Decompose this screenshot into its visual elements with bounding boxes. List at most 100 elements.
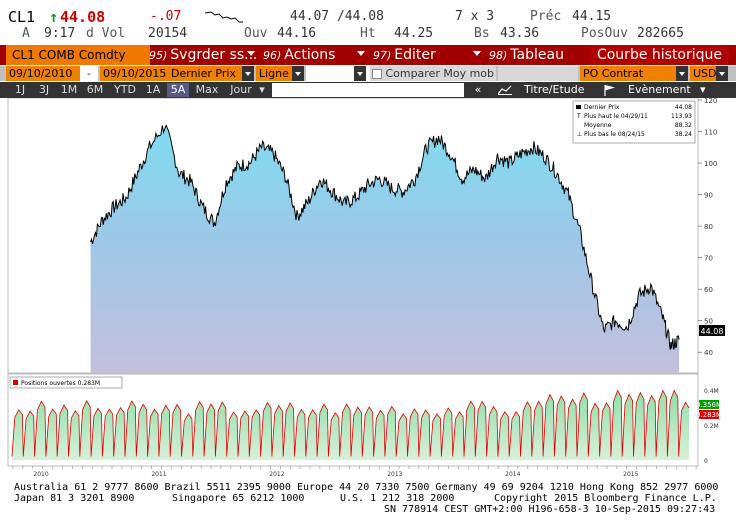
period-6m[interactable]: 6M — [86, 83, 104, 96]
line-chart-icon — [498, 85, 512, 95]
last-price-tag-label: 44.08 — [701, 327, 724, 336]
oi-legend-label: Positions ouvertes 0.283M — [21, 380, 100, 387]
chevron-down-icon[interactable] — [676, 66, 688, 81]
period-max[interactable]: Max — [195, 83, 219, 96]
chevron-down-icon[interactable] — [716, 66, 728, 81]
open-price: 44.16 — [277, 26, 317, 41]
high-label: Ht — [360, 26, 376, 41]
menu-table[interactable]: 98) Tableau — [489, 47, 564, 63]
oi-line — [11, 389, 690, 457]
bid-ask: 44.07 /44.08 — [290, 9, 384, 24]
chevron-down-icon[interactable] — [354, 66, 366, 81]
x-tick-label: 2015 — [623, 471, 638, 476]
menu-save-as[interactable]: 95) Svgrder ss... — [149, 47, 258, 63]
period-bar: 1J 3J 1M 6M YTD 1A 5A Max Jour ▾ « Titre… — [0, 82, 736, 98]
flag-icon — [604, 85, 615, 96]
oi-legend-swatch — [13, 380, 18, 385]
open-interest: 282665 — [637, 26, 684, 41]
legend-high-icon: T — [576, 113, 581, 120]
sparkline-icon — [205, 11, 243, 23]
price-area-fill — [90, 125, 680, 374]
chevron-down-icon[interactable]: ▾ — [259, 83, 265, 96]
footer-japan: Japan 81 3 3201 8900 — [14, 493, 135, 504]
open-interest-series: 0.4M 0.2M 0 — [11, 388, 719, 465]
oi-tag-green-label: 0.356M — [696, 401, 722, 409]
price-line — [90, 124, 680, 350]
volume-label: d Vol — [86, 26, 126, 41]
period-5y[interactable]: 5A — [167, 83, 189, 97]
oi-y-tick-label: 0.4M — [704, 388, 719, 395]
frequency-select[interactable]: Jour — [230, 83, 252, 96]
period-1y[interactable]: 1A — [145, 83, 161, 96]
annotation-input[interactable] — [272, 83, 464, 97]
event-button[interactable]: Evènement — [628, 83, 691, 96]
menu-actions-label: Actions — [284, 47, 336, 63]
ticker: CL1 — [8, 8, 36, 26]
legend-last-value: 44.08 — [675, 104, 692, 111]
y-tick-label: 70 — [704, 255, 713, 263]
period-ytd[interactable]: YTD — [114, 83, 136, 96]
lower-field-select[interactable]: PO Contrat — [580, 66, 679, 81]
compare-moving-avg[interactable]: Comparer Moy mob — [370, 66, 496, 81]
page-title: Courbe historique — [589, 45, 730, 65]
oi-y-tick-label: 0.2M — [704, 423, 719, 430]
low-price: 43.36 — [500, 26, 540, 41]
footer-line-1: Australia 61 2 9777 8600 Brazil 5511 239… — [14, 482, 719, 493]
last-price: 44.08 — [60, 8, 106, 26]
footer-session: SN 778914 CEST GMT+2:00 H196-658-3 10-Se… — [384, 504, 716, 515]
x-tick-label: 2011 — [151, 471, 166, 476]
currency-select[interactable]: USD — [690, 66, 719, 81]
footer-copyright: Copyright 2015 Bloomberg Finance L.P. — [494, 493, 717, 504]
period-3d[interactable]: 3J — [38, 83, 50, 96]
chevron-down-icon[interactable] — [292, 66, 304, 81]
time-label: A — [22, 26, 30, 41]
x-tick-label: 2014 — [505, 471, 520, 476]
end-date-field[interactable]: 09/10/2015 — [100, 66, 169, 81]
menu-actions[interactable]: 96) Actions — [263, 45, 369, 65]
quote-row-2: A 9:17 d Vol 20154 Ouv 44.16 Ht 44.25 Bs… — [0, 26, 736, 42]
checkbox[interactable] — [371, 69, 382, 79]
x-tick-label: 2010 — [33, 471, 48, 476]
chevron-down-icon — [473, 51, 481, 56]
legend-avg-label: Moyenne — [584, 122, 612, 129]
footer-us: U.S. 1 212 318 2000 — [340, 493, 455, 504]
legend-low-value: 38.24 — [675, 131, 692, 138]
date-separator: - — [80, 66, 98, 81]
period-1m[interactable]: 1M — [60, 83, 78, 96]
oi-legend[interactable]: Positions ouvertes 0.283M — [9, 376, 123, 389]
legend-high-label: Plus haut le 04/29/11 — [584, 113, 648, 120]
chevron-down-icon — [247, 51, 255, 56]
period-1d[interactable]: 1J — [14, 83, 26, 96]
security-field[interactable]: CL1 COMB Comdty — [6, 45, 150, 65]
chevron-down-icon[interactable]: ▾ — [700, 83, 706, 96]
collapse-button[interactable]: « — [474, 83, 482, 96]
legend-low-label: Plus bas le 08/24/15 — [584, 131, 645, 138]
prev-close: 44.15 — [572, 9, 612, 24]
y-tick-label: 60 — [704, 286, 713, 294]
y-tick-label: 40 — [704, 349, 713, 357]
prev-close-label: Préc — [530, 9, 562, 24]
price-legend[interactable]: Dernier Prix 44.08 T Plus haut le 04/29/… — [572, 100, 696, 144]
last-time: 9:17 — [44, 26, 76, 41]
start-date-field[interactable]: 09/10/2010 — [6, 66, 81, 81]
price-chart[interactable]: 0.4M 0.2M 0 120 110 100 90 80 70 60 50 40 2010 2011… — [0, 98, 736, 476]
y-tick-label: 50 — [704, 318, 713, 326]
menu-bar: CL1 COMB Comdty 95) Svgrder ss... 96) Acti… — [0, 45, 736, 65]
oi-tag-red-label: 0.283M — [696, 411, 722, 419]
field-bar: 09/10/2010 - 09/10/2015 Dernier Prix Lig… — [0, 66, 736, 81]
low-label: Bs — [474, 26, 490, 41]
blank-gray-field — [498, 66, 578, 81]
menu-save-as-label: Svgrder ss... — [170, 47, 258, 63]
open-interest-label: PosOuv — [581, 26, 628, 41]
chevron-down-icon[interactable] — [242, 66, 254, 81]
chart-style-select[interactable]: Ligne — [256, 66, 293, 81]
legend-last-label: Dernier Prix — [584, 104, 620, 111]
x-tick-label: 2013 — [387, 471, 402, 476]
menu-table-label: Tableau — [510, 47, 564, 63]
title-study-button[interactable]: Titre/Etude — [524, 83, 585, 96]
x-tick-label: 2012 — [269, 471, 284, 476]
menu-edit[interactable]: 97) Editer — [373, 45, 485, 65]
oi-y-tick-label: 0 — [704, 458, 708, 465]
oi-tag-red — [699, 410, 719, 419]
price-field-select[interactable]: Dernier Prix — [168, 66, 243, 81]
